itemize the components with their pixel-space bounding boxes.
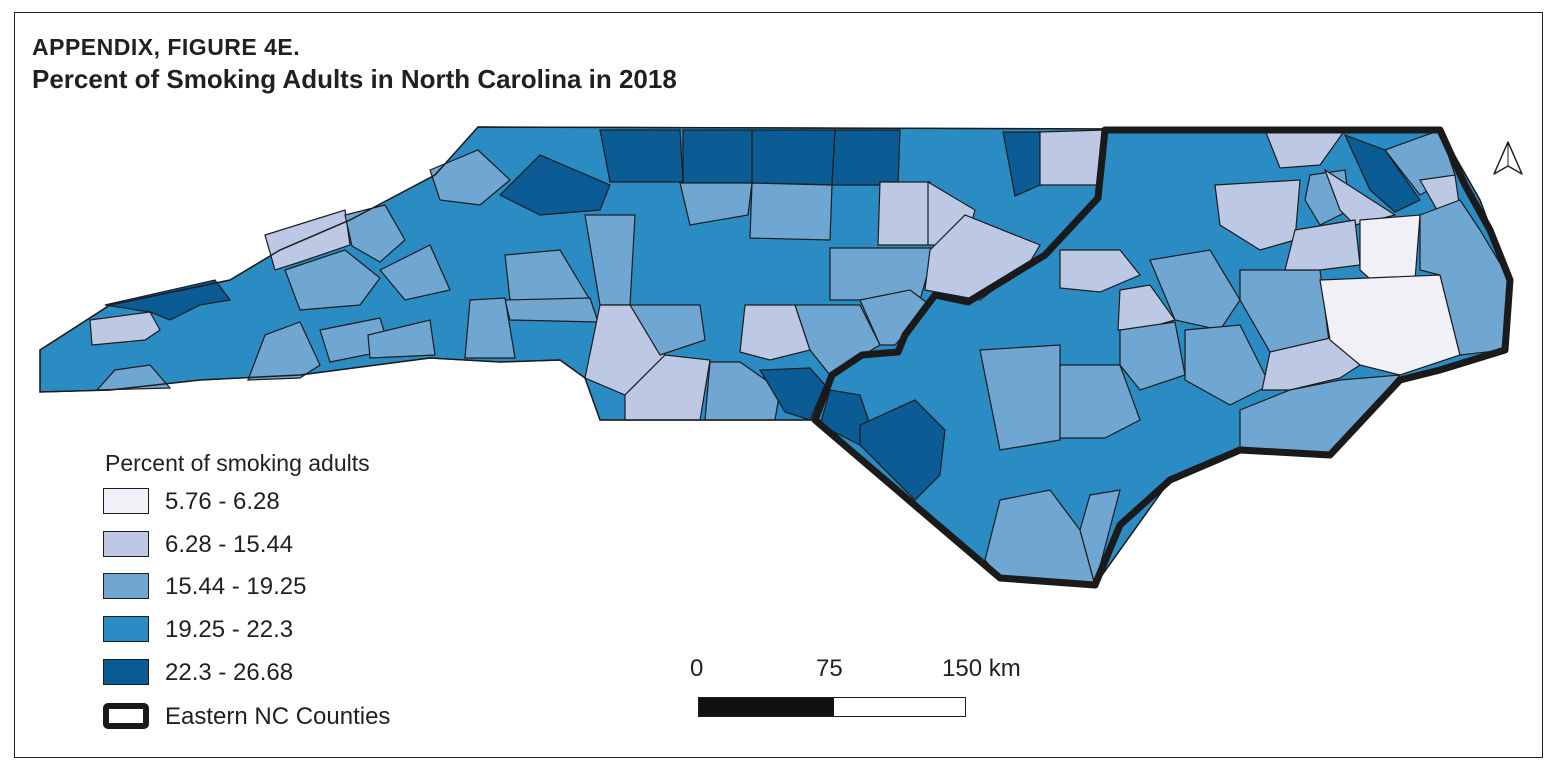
county bbox=[1059, 364, 1141, 439]
county bbox=[1343, 133, 1421, 213]
legend-label: 5.76 - 6.28 bbox=[165, 488, 280, 515]
figure-title: Percent of Smoking Adults in North Carol… bbox=[32, 64, 677, 94]
figure-frame bbox=[14, 12, 1543, 758]
county bbox=[379, 244, 451, 301]
county bbox=[829, 247, 936, 301]
legend-swatch-outline bbox=[103, 703, 149, 729]
county bbox=[739, 304, 811, 361]
county bbox=[831, 129, 901, 186]
scale-bar-segment bbox=[699, 698, 834, 716]
county bbox=[1149, 249, 1241, 331]
county bbox=[344, 204, 406, 263]
county bbox=[599, 129, 684, 183]
scale-label-75: 75 bbox=[816, 655, 843, 682]
county bbox=[1039, 129, 1106, 186]
county bbox=[877, 181, 931, 246]
legend-swatch bbox=[103, 616, 149, 642]
county bbox=[504, 297, 599, 323]
county bbox=[1214, 179, 1301, 251]
county bbox=[749, 182, 833, 241]
county bbox=[679, 182, 753, 226]
legend-label: 19.25 - 22.3 bbox=[165, 616, 294, 643]
county bbox=[247, 321, 321, 381]
north-arrow-icon bbox=[1493, 141, 1523, 175]
county bbox=[979, 344, 1061, 451]
county bbox=[859, 399, 946, 501]
county bbox=[758, 367, 826, 421]
county bbox=[1119, 321, 1186, 391]
legend-label: 6.28 - 15.44 bbox=[165, 531, 294, 558]
county bbox=[751, 129, 836, 186]
legend-label: 15.44 - 19.25 bbox=[165, 573, 307, 600]
county bbox=[367, 319, 436, 359]
county bbox=[104, 279, 232, 321]
scale-label-150: 150 km bbox=[942, 655, 1021, 682]
county bbox=[464, 297, 516, 359]
legend-swatch bbox=[103, 573, 149, 599]
legend-label: Eastern NC Counties bbox=[165, 703, 391, 730]
county bbox=[95, 364, 172, 391]
scale-label-0: 0 bbox=[690, 655, 704, 682]
county bbox=[624, 354, 711, 421]
county bbox=[429, 149, 511, 206]
county bbox=[1184, 324, 1271, 406]
county bbox=[89, 311, 161, 346]
legend-label: 22.3 - 26.68 bbox=[165, 659, 294, 686]
figure-label: APPENDIX, FIGURE 4E. bbox=[32, 34, 301, 60]
legend-swatch bbox=[103, 659, 149, 685]
county bbox=[284, 249, 381, 311]
county bbox=[1059, 249, 1141, 293]
county bbox=[628, 304, 706, 356]
county bbox=[704, 361, 781, 421]
county bbox=[682, 129, 753, 184]
legend-swatch bbox=[103, 488, 149, 514]
state-border bbox=[39, 126, 1511, 586]
county bbox=[498, 154, 611, 216]
legend-swatch bbox=[103, 531, 149, 557]
scale-bar bbox=[698, 697, 966, 717]
legend-title: Percent of smoking adults bbox=[105, 450, 370, 476]
county bbox=[1284, 219, 1361, 271]
county bbox=[264, 209, 351, 271]
